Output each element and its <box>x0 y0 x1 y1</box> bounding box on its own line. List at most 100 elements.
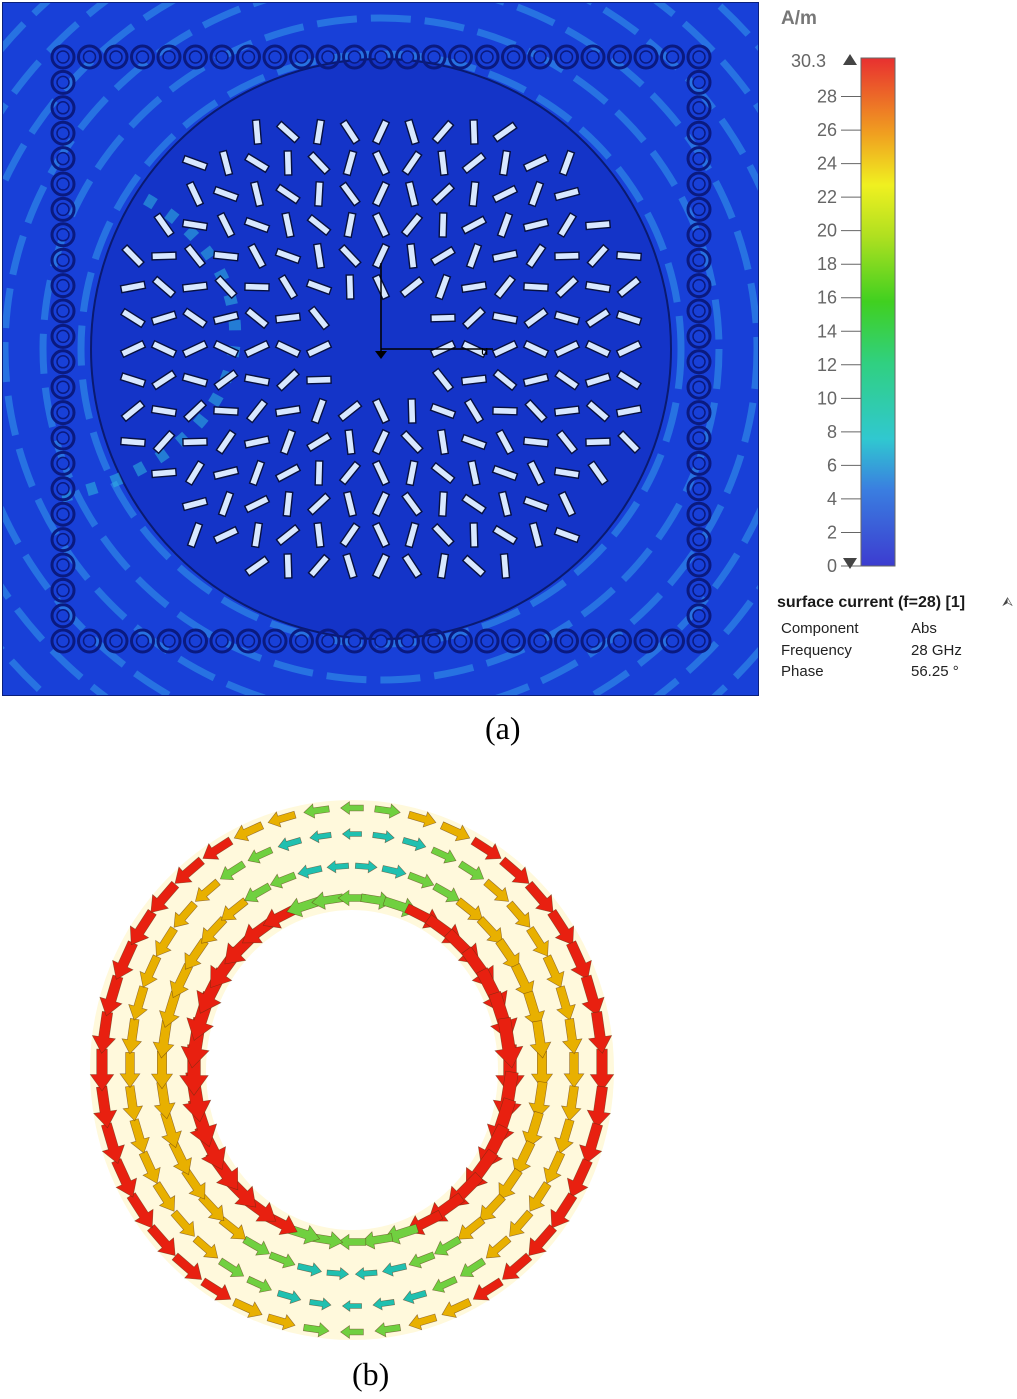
current-arrow <box>374 1322 402 1338</box>
slot <box>615 310 643 326</box>
via <box>50 476 76 502</box>
colorbar-tick-label: 18 <box>817 254 837 274</box>
current-arrow <box>277 837 303 852</box>
slot <box>522 153 550 173</box>
via <box>50 374 76 400</box>
current-arrow <box>586 1085 611 1129</box>
figure-panel-a: u A/m 28 26 24 22 20 18 16 14 12 10 8 6 4 2 <box>2 2 1014 696</box>
current-arrow <box>407 871 435 889</box>
colorbar-tick-label: 12 <box>817 355 837 375</box>
slot <box>151 251 177 261</box>
current-arrow <box>554 1118 575 1154</box>
via <box>315 628 341 654</box>
current-arrow <box>326 860 350 874</box>
slot <box>310 397 328 425</box>
via <box>686 501 712 527</box>
current-arrow <box>303 803 330 819</box>
slot <box>275 120 301 144</box>
via <box>103 44 129 70</box>
via-fence <box>50 44 712 654</box>
via <box>686 400 712 426</box>
slot <box>461 493 487 515</box>
slot <box>182 437 208 447</box>
slot <box>339 522 361 548</box>
slot <box>184 459 206 487</box>
current-arrow <box>550 1192 578 1229</box>
slot <box>307 305 331 331</box>
slot <box>491 184 519 204</box>
current-arrow <box>547 908 575 946</box>
slot <box>553 466 581 480</box>
slot <box>274 247 302 265</box>
slot <box>213 369 239 391</box>
slot <box>119 339 147 359</box>
slot <box>371 242 391 270</box>
slot <box>616 250 642 262</box>
via <box>660 628 685 654</box>
colorbar-max-label: 30.3 <box>791 51 826 71</box>
via <box>633 44 659 70</box>
current-arrow <box>297 864 323 879</box>
via <box>315 44 341 70</box>
current-arrow <box>555 985 576 1021</box>
slot <box>342 149 358 177</box>
via <box>50 196 76 222</box>
current-arrow <box>430 846 457 864</box>
slot <box>429 402 457 420</box>
slot <box>615 404 643 418</box>
slot <box>554 275 580 299</box>
via <box>474 628 500 654</box>
current-arrow <box>408 1313 438 1331</box>
via <box>50 603 76 629</box>
via <box>580 44 606 70</box>
via <box>236 44 261 70</box>
slot <box>554 369 580 391</box>
slot <box>181 339 209 359</box>
slot <box>558 149 576 177</box>
slot <box>338 460 362 486</box>
min-marker-icon <box>843 558 857 569</box>
slot <box>151 369 177 391</box>
colorbar-unit: A/m <box>781 8 817 29</box>
via <box>50 501 76 527</box>
slot <box>404 521 420 549</box>
slot <box>212 339 240 359</box>
slot <box>186 521 204 549</box>
slot <box>305 339 333 359</box>
slot <box>250 521 264 549</box>
current-arrow <box>360 1231 394 1250</box>
ripple <box>39 14 723 684</box>
current-arrow <box>566 940 592 980</box>
via <box>686 527 712 553</box>
slot <box>438 212 448 238</box>
slot <box>461 554 487 578</box>
current-hotspot-arc <box>45 193 242 505</box>
via <box>50 69 76 95</box>
slot <box>438 491 448 517</box>
colorbar-tick-label: 0 <box>827 556 837 576</box>
collapse-chevron-icon[interactable]: ⮙ <box>1002 594 1014 609</box>
current-arrow <box>485 1235 512 1259</box>
via <box>501 628 526 654</box>
slot <box>491 464 519 482</box>
current-arrow <box>192 1235 219 1259</box>
slot <box>274 404 302 418</box>
via <box>183 628 208 654</box>
slot <box>281 211 295 239</box>
via <box>686 146 712 172</box>
current-arrow <box>354 860 378 874</box>
caption-a: (a) <box>485 710 521 746</box>
legend-value: 28 GHz <box>911 642 962 659</box>
slot <box>436 428 450 456</box>
slot <box>404 180 420 208</box>
legend-row-component: Component Abs <box>781 620 937 637</box>
colorbar-tick-label: 28 <box>817 87 837 107</box>
slot <box>244 555 270 577</box>
slot <box>407 398 417 424</box>
slot <box>461 306 487 330</box>
slot <box>491 311 519 325</box>
current-arrow <box>523 990 545 1028</box>
via <box>50 298 76 324</box>
current-arrow <box>434 1235 462 1256</box>
slot <box>371 428 391 456</box>
